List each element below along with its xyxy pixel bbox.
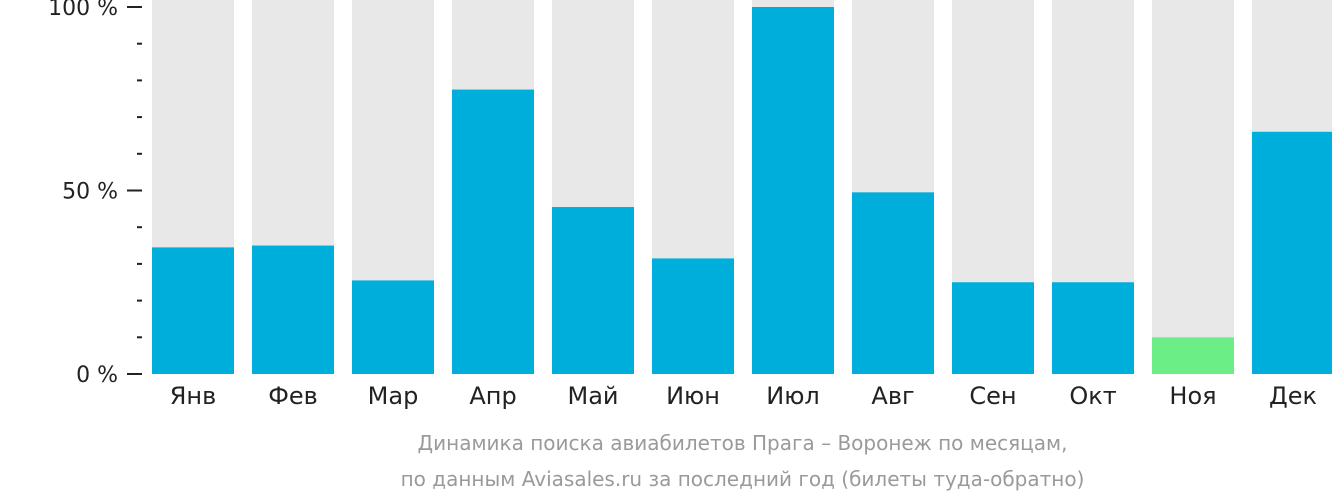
x-tick-label: Авг — [871, 382, 914, 410]
bar-chart: Янв Фев Мар Апр Май Июн Июл Авг Сен Окт Ноя Дек 100 … — [48, 0, 1332, 410]
x-tick-label: Мар — [368, 382, 419, 410]
bar — [352, 280, 434, 374]
x-tick-label: Май — [567, 382, 618, 410]
bar — [1052, 282, 1134, 374]
bar — [552, 207, 634, 374]
x-tick-label: Июл — [766, 382, 820, 410]
x-tick-label: Ноя — [1169, 382, 1216, 410]
x-tick-label: Янв — [170, 382, 217, 410]
bar — [752, 7, 834, 374]
x-tick-label: Фев — [268, 382, 318, 410]
bar — [152, 247, 234, 374]
y-tick-label: 50 % — [62, 180, 118, 205]
x-tick-label: Дек — [1269, 382, 1317, 410]
bar — [252, 245, 334, 374]
bar — [1252, 131, 1332, 374]
bar — [452, 89, 534, 374]
bar-background — [1152, 0, 1234, 374]
x-tick-label: Сен — [969, 382, 1016, 410]
y-tick-label: 0 % — [76, 363, 118, 388]
x-tick-label: Апр — [469, 382, 516, 410]
bar — [952, 282, 1034, 374]
x-tick-label: Окт — [1069, 382, 1116, 410]
chart-caption-line-1: Динамика поиска авиабилетов Прага – Воро… — [417, 431, 1068, 455]
bar — [852, 192, 934, 374]
y-tick-label: 100 % — [48, 0, 118, 21]
chart-caption-line-2: по данным Aviasales.ru за последний год … — [400, 467, 1085, 491]
bar — [1152, 337, 1234, 374]
bar — [652, 258, 734, 374]
x-tick-label: Июн — [666, 382, 720, 410]
